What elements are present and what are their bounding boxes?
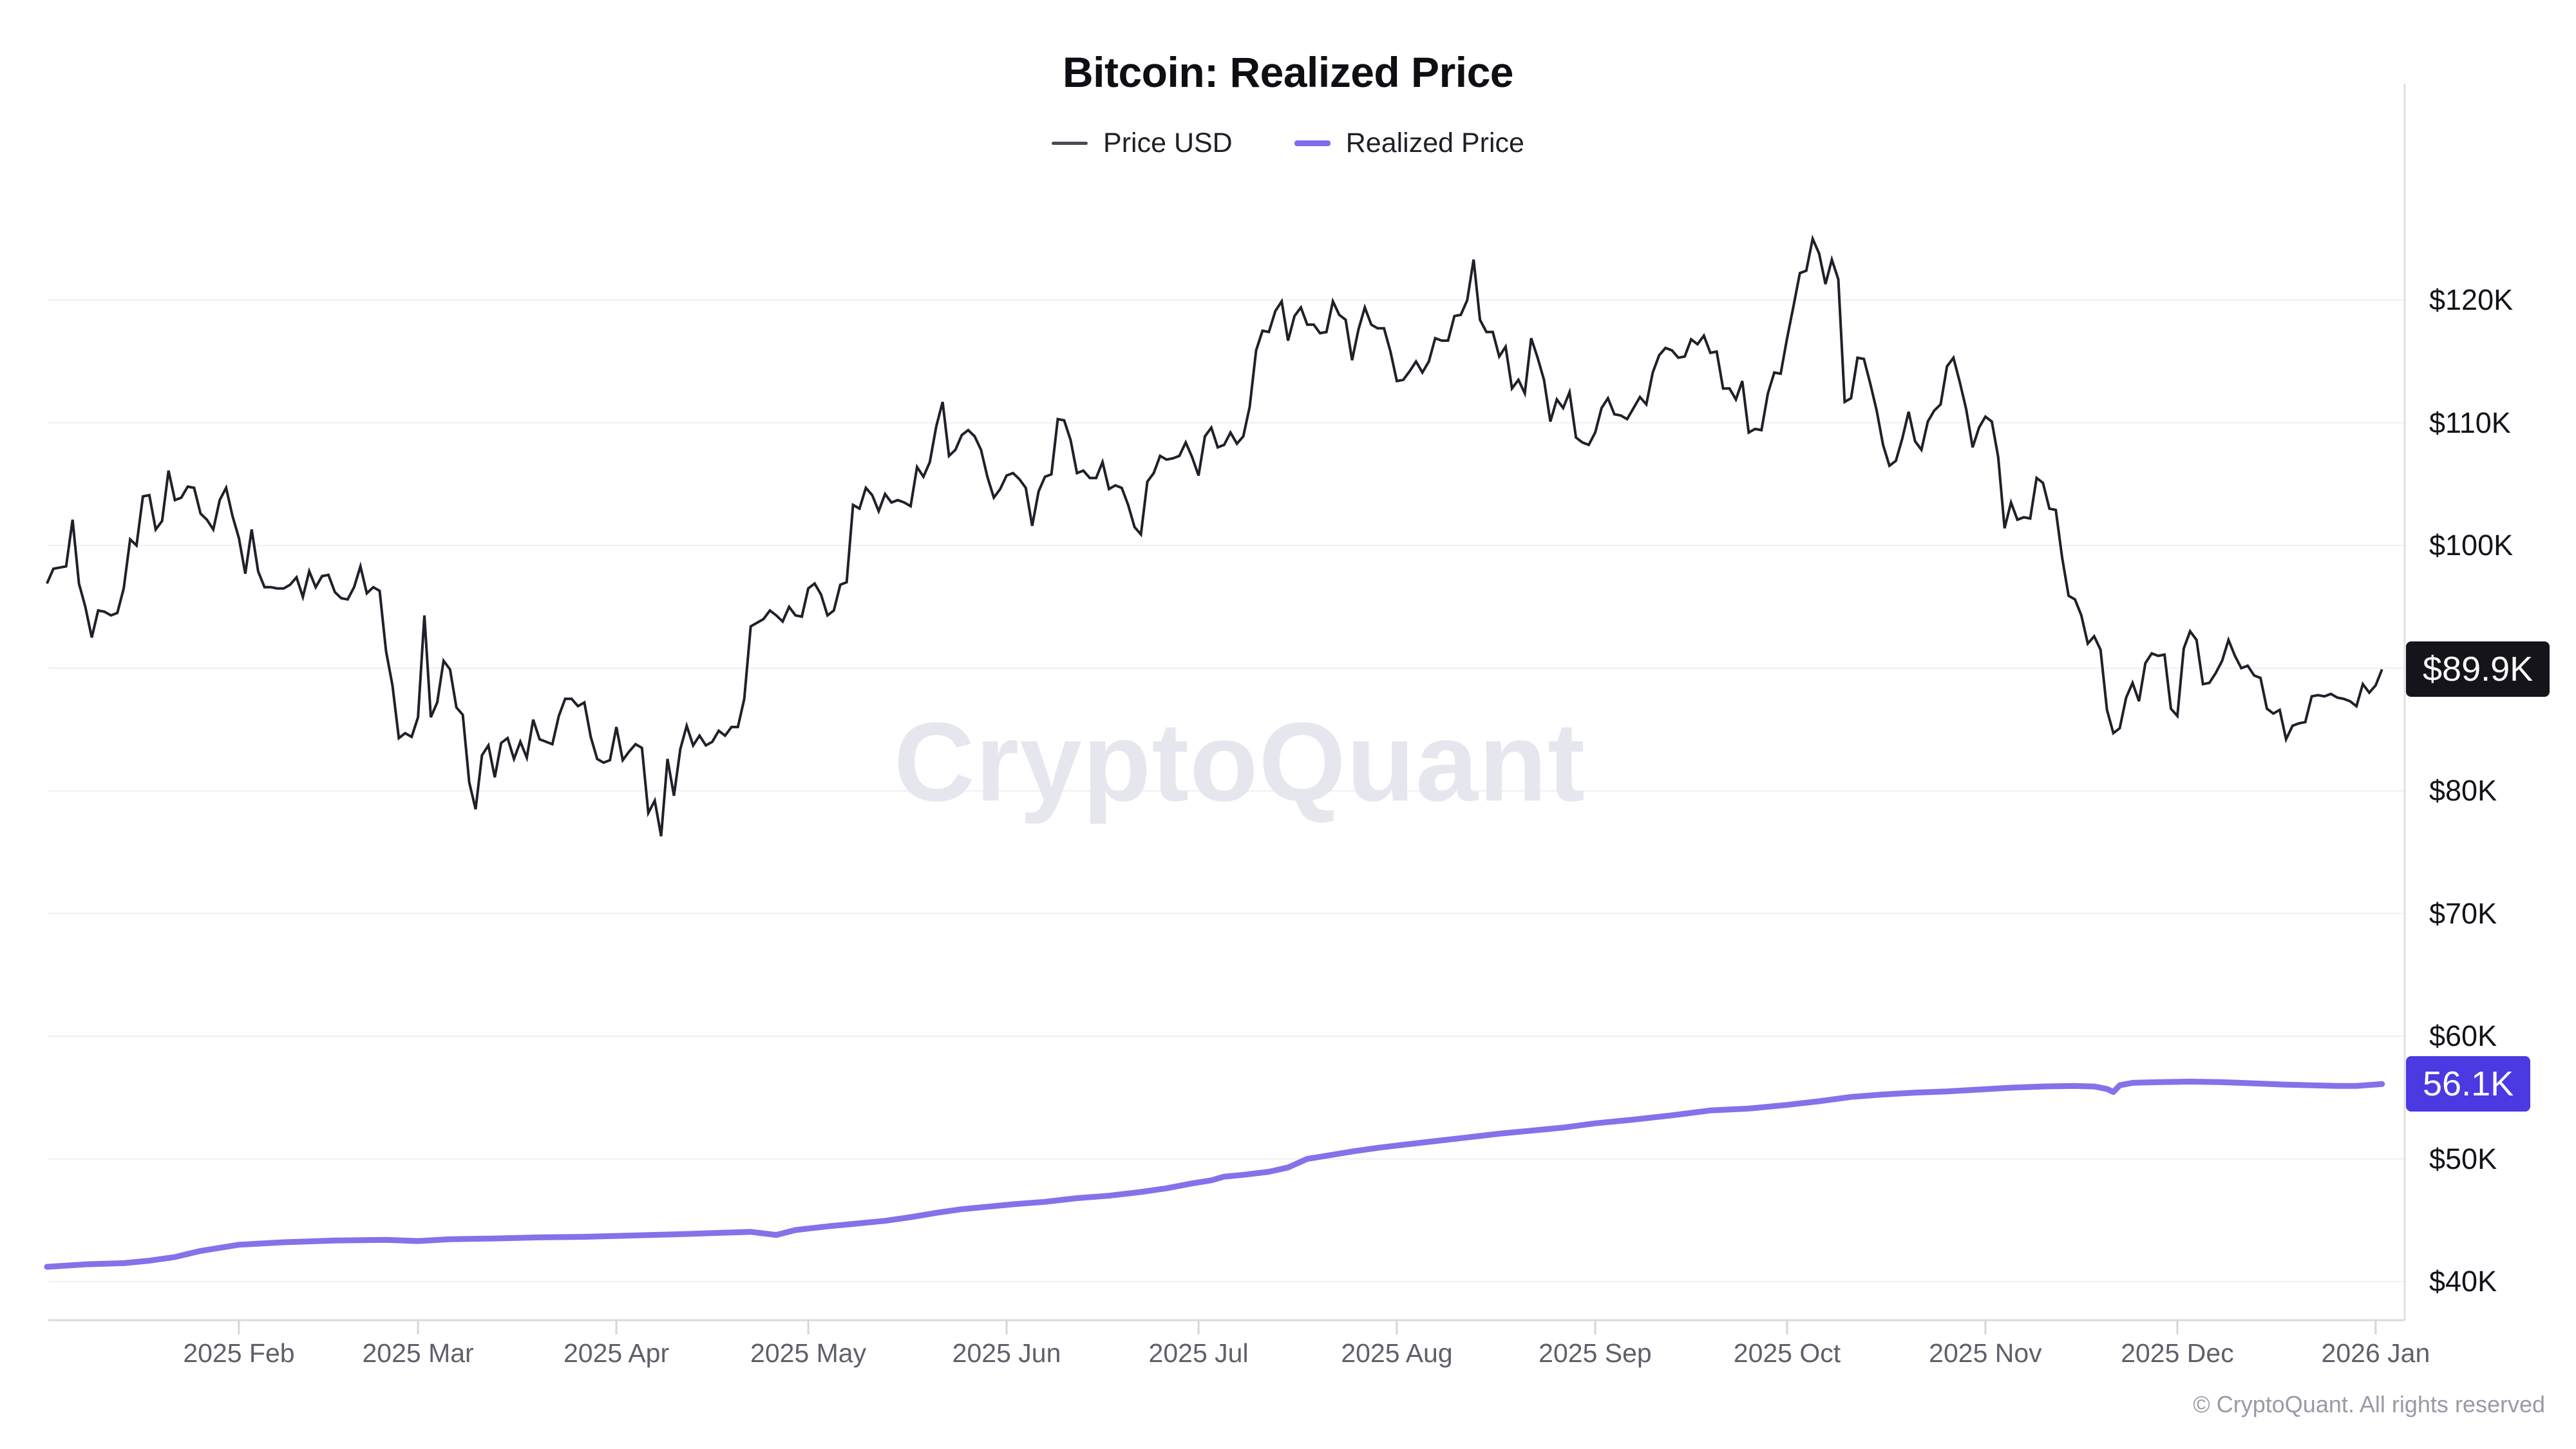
- x-axis-label-2025-feb: 2025 Feb: [183, 1338, 295, 1368]
- legend-label-price-usd: Price USD: [1103, 128, 1233, 158]
- x-axis-label-2026-jan: 2026 Jan: [2321, 1338, 2430, 1368]
- x-axis-label-2025-nov: 2025 Nov: [1929, 1338, 2042, 1368]
- x-axis-label-2025-mar: 2025 Mar: [362, 1338, 474, 1368]
- y-axis-label-100k: $100K: [2429, 529, 2514, 562]
- x-axis-label-2025-aug: 2025 Aug: [1341, 1338, 1453, 1368]
- legend: Price USD Realized Price: [0, 128, 2576, 159]
- price-usd-line-icon: [1052, 142, 1088, 145]
- realized-price-line: [44, 1079, 2385, 1270]
- y-axis-label-120k: $120K: [2429, 283, 2514, 316]
- y-axis-label-60k: $60K: [2429, 1019, 2497, 1052]
- realized-price-last-value-badge: 56.1K: [2406, 1056, 2531, 1112]
- page-title: Bitcoin: Realized Price: [1062, 48, 1514, 96]
- legend-item-realized-price[interactable]: Realized Price: [1294, 128, 1524, 159]
- x-axis-label-2025-jun: 2025 Jun: [952, 1338, 1061, 1368]
- y-axis-label-40k: $40K: [2429, 1265, 2497, 1298]
- x-axis-label-2025-may: 2025 May: [750, 1338, 867, 1368]
- y-axis-label-50k: $50K: [2429, 1142, 2497, 1175]
- y-axis-label-80k: $80K: [2429, 774, 2497, 807]
- y-axis-label-110k: $110K: [2429, 406, 2511, 439]
- x-axis-label-2025-apr: 2025 Apr: [563, 1338, 670, 1368]
- realized-price-last-value: 56.1K: [2423, 1065, 2514, 1104]
- legend-label-realized-price: Realized Price: [1345, 128, 1524, 158]
- price-usd-last-value: $89.9K: [2423, 650, 2533, 689]
- legend-item-price-usd[interactable]: Price USD: [1052, 128, 1233, 159]
- x-axis-label-2025-oct: 2025 Oct: [1733, 1338, 1841, 1368]
- x-axis-label-2025-jul: 2025 Jul: [1148, 1338, 1249, 1368]
- realized-price-line-icon: [1294, 140, 1331, 146]
- copyright-note: © CryptoQuant. All rights reserved: [2193, 1391, 2545, 1417]
- x-axis-label-2025-sep: 2025 Sep: [1539, 1338, 1652, 1368]
- price-usd-last-value-badge: $89.9K: [2406, 641, 2550, 697]
- y-axis-label-70k: $70K: [2429, 896, 2497, 930]
- price-usd-line: [46, 234, 2383, 837]
- x-axis-label-2025-dec: 2025 Dec: [2121, 1338, 2234, 1368]
